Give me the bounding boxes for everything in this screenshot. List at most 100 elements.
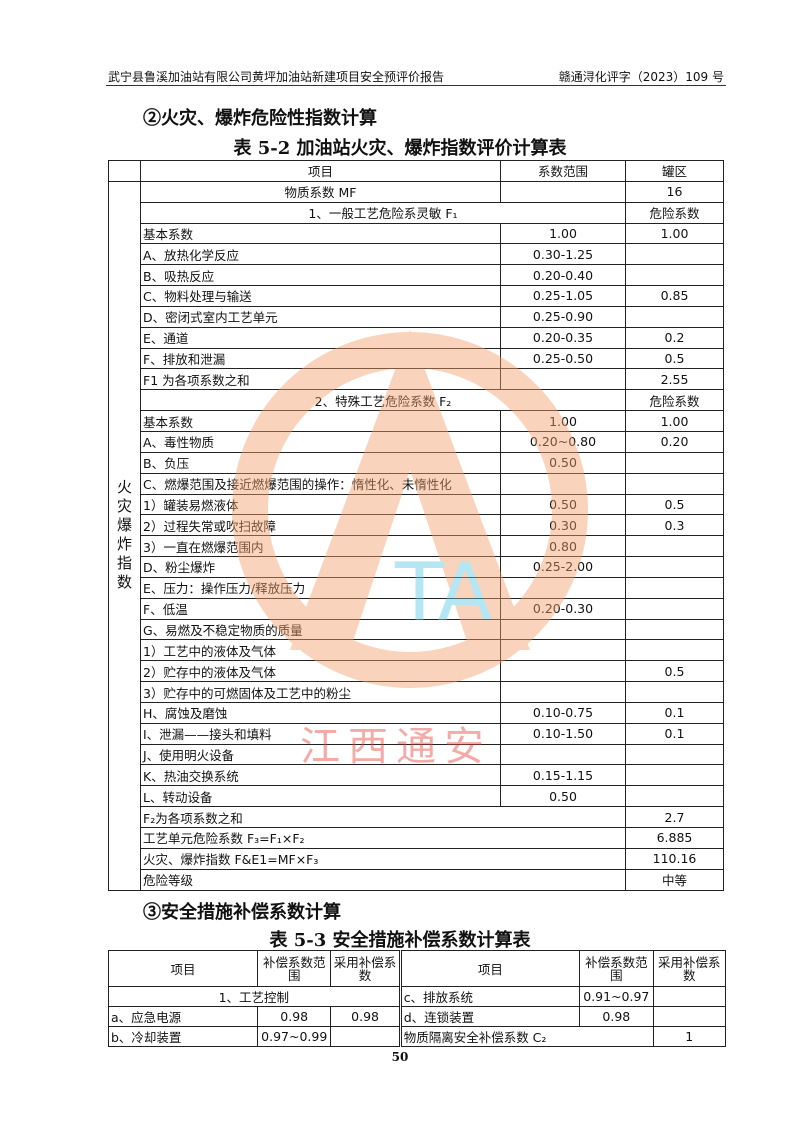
table-row: I、泄漏——接头和填料 0.10-1.50 0.1	[109, 722, 724, 745]
row-value: 1.00	[625, 410, 724, 432]
table-row: F1 为各项系数之和 2.55	[109, 368, 724, 391]
table-row-mf: 火灾爆炸指数 物质系数 MF 16	[108, 180, 724, 891]
row-range: 0.91~0.97	[579, 986, 654, 1007]
row-value	[625, 305, 724, 328]
row-range: 0.50	[500, 493, 626, 516]
section-heading-safety-compensation: ③安全措施补偿系数计算	[143, 902, 341, 923]
row-value: 2.55	[625, 368, 724, 391]
row-range: 0.98	[579, 1006, 654, 1027]
summary-row: F₂为各项系数之和 2.7	[109, 806, 724, 828]
table-row: 1、工艺控制 c、排放系统 0.91~0.97	[108, 986, 727, 1007]
row-value: 0.20	[625, 430, 724, 453]
table-row: 基本系数 1.00 1.00	[109, 222, 724, 245]
mf-value: 16	[625, 180, 724, 203]
table-row: 3）贮存中的可燃固体及工艺中的粉尘	[109, 681, 724, 703]
row-range	[500, 368, 626, 391]
running-header-title: 武宁县鲁溪加油站有限公司黄坪加油站新建项目安全预评价报告	[108, 70, 445, 84]
row-value	[625, 618, 724, 641]
row-value	[625, 785, 724, 808]
row-value	[625, 639, 724, 662]
row-item: b、冷却装置	[108, 1026, 258, 1047]
row-range: 0.20-0.40	[500, 264, 626, 287]
summary-label: 工艺单元危险系数 F₃=F₁×F₂	[140, 827, 626, 849]
row-item: C、燃爆范围及接近燃爆范围的操作：惰性化、未惰性化	[140, 472, 501, 495]
row-value	[625, 264, 724, 287]
c2-label: 物质隔离安全补偿系数 C₂	[398, 1026, 654, 1047]
running-header-doc-number: 赣通浔化评字（2023）109 号	[558, 70, 724, 84]
row-value: 0.5	[625, 493, 724, 516]
row-item: A、毒性物质	[140, 430, 501, 453]
row-range: 1.00	[500, 222, 626, 245]
row-range	[500, 472, 626, 495]
row-item: 2）贮存中的液体及气体	[140, 660, 501, 683]
summary-label: 危险等级	[140, 868, 626, 891]
row-range: 1.00	[500, 410, 626, 432]
table-row: A、毒性物质 0.20~0.80 0.20	[109, 430, 724, 453]
table-row: 2）贮存中的液体及气体 0.5	[109, 660, 724, 683]
table-row: B、负压 0.50	[109, 451, 724, 474]
table-row: D、粉尘爆炸 0.25-2.00	[109, 556, 724, 578]
header-item: 项目	[398, 950, 581, 987]
row-item: c、排放系统	[398, 986, 581, 1007]
group-label: 1、工艺控制	[108, 986, 401, 1007]
row-range: 0.98	[256, 1006, 332, 1027]
summary-label: 火灾、爆炸指数 F&E1=MF×F₃	[140, 847, 626, 870]
table-row: 1）工艺中的液体及气体	[109, 639, 724, 662]
row-item: 3）一直在燃爆范围内	[140, 535, 501, 558]
table-5-2-caption: 表 5-2 加油站火灾、爆炸指数评价计算表	[233, 138, 567, 159]
row-range: 0.25-1.05	[500, 285, 626, 307]
row-value: 0.2	[625, 326, 724, 349]
table-row: A、放热化学反应 0.30-1.25	[109, 243, 724, 266]
row-item: J、使用明火设备	[140, 743, 501, 766]
row-value	[625, 556, 724, 578]
row-item: L、转动设备	[140, 785, 501, 808]
table-row: 1）罐装易燃液体 0.50 0.5	[109, 493, 724, 516]
fire-explosion-index-table: 项目 系数范围 罐区 火灾爆炸指数 物质系数 MF 16 1、一般工艺危险系灵敏 F₁ 危险系…	[108, 160, 724, 891]
row-range	[500, 743, 626, 766]
table-row: J、使用明火设备	[109, 743, 724, 766]
row-range: 0.30	[500, 514, 626, 537]
row-item: B、吸热反应	[140, 264, 501, 287]
row-value	[625, 597, 724, 620]
page-number: 50	[391, 1050, 409, 1064]
row-value: 0.98	[330, 1006, 401, 1027]
row-item: D、密闭式室内工艺单元	[140, 305, 501, 328]
row-value: 0.5	[625, 347, 724, 370]
table-row: D、密闭式室内工艺单元 0.25-0.90	[109, 305, 724, 328]
row-item: K、热油交换系统	[140, 764, 501, 787]
row-item: F、低温	[140, 597, 501, 620]
side-label: 火灾爆炸指数	[108, 180, 141, 891]
summary-row: 危险等级 中等	[109, 868, 724, 891]
table-row: K、热油交换系统 0.15-1.15	[109, 764, 724, 787]
header-item: 项目	[108, 950, 258, 987]
row-range	[500, 660, 626, 683]
table-header-row: 项目 系数范围 罐区	[108, 160, 724, 182]
f1-header-value: 危险系数	[625, 201, 724, 224]
row-item: E、压力：操作压力/释放压力	[140, 576, 501, 599]
mf-label: 物质系数 MF	[140, 180, 501, 203]
row-item: 3）贮存中的可燃固体及工艺中的粉尘	[140, 681, 501, 703]
row-range: 0.25-2.00	[500, 556, 626, 578]
row-value: 0.1	[625, 701, 724, 724]
header-item: 项目	[140, 160, 501, 182]
summary-label: F₂为各项系数之和	[140, 806, 626, 828]
header-value: 采用补偿系数	[652, 950, 727, 987]
row-range: 0.25-0.50	[500, 347, 626, 370]
row-range: 0.80	[500, 535, 626, 558]
row-value	[625, 243, 724, 266]
header-range: 系数范围	[500, 160, 626, 182]
row-value	[625, 576, 724, 599]
row-item: a、应急电源	[108, 1006, 258, 1027]
table-row: 2）过程失常或吹扫故障 0.30 0.3	[109, 514, 724, 537]
header-range: 补偿系数范围	[256, 950, 332, 987]
row-item: I、泄漏——接头和填料	[140, 722, 501, 745]
row-item: F、排放和泄漏	[140, 347, 501, 370]
row-value: 0.1	[625, 722, 724, 745]
row-item: B、负压	[140, 451, 501, 474]
table-row: F、低温 0.20-0.30	[109, 597, 724, 620]
row-value	[652, 986, 727, 1007]
row-item: A、放热化学反应	[140, 243, 501, 266]
row-item: 2）过程失常或吹扫故障	[140, 514, 501, 537]
row-range	[500, 681, 626, 703]
f2-header-value: 危险系数	[625, 389, 724, 412]
